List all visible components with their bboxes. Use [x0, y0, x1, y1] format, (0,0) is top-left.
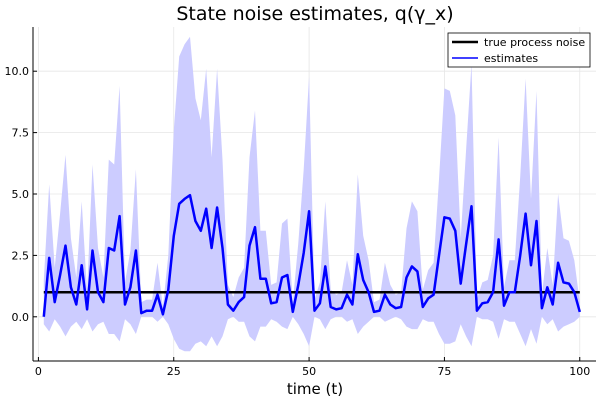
- x-tick-label: 25: [167, 365, 181, 378]
- estimate-uncertainty-band: [43, 36, 580, 352]
- y-tick-label: 2.5: [12, 249, 30, 262]
- legend: true process noise estimates: [447, 32, 591, 68]
- y-tick-label: 0.0: [12, 311, 30, 324]
- chart-title: State noise estimates, q(γ_x): [176, 3, 453, 25]
- legend-label-estimates: estimates: [484, 52, 538, 65]
- y-tick-label: 5.0: [12, 188, 30, 201]
- x-tick-label: 100: [569, 365, 590, 378]
- x-axis-label: time (t): [287, 380, 343, 398]
- estimate-band-area: [43, 36, 580, 352]
- x-tick-label: 0: [35, 365, 42, 378]
- legend-box: [447, 32, 591, 68]
- tick-labels: 0 25 50 75 100 0.0 2.5 5.0 7.5 10.0: [5, 65, 591, 378]
- x-tick-label: 50: [302, 365, 316, 378]
- y-tick-label: 7.5: [12, 127, 30, 140]
- series-line-estimates: [42, 193, 582, 317]
- x-tick-label: 75: [437, 365, 451, 378]
- series-lines: [42, 193, 582, 317]
- legend-label-true-process-noise: true process noise: [484, 36, 585, 49]
- y-tick-label: 10.0: [5, 65, 30, 78]
- axes: [32, 27, 596, 362]
